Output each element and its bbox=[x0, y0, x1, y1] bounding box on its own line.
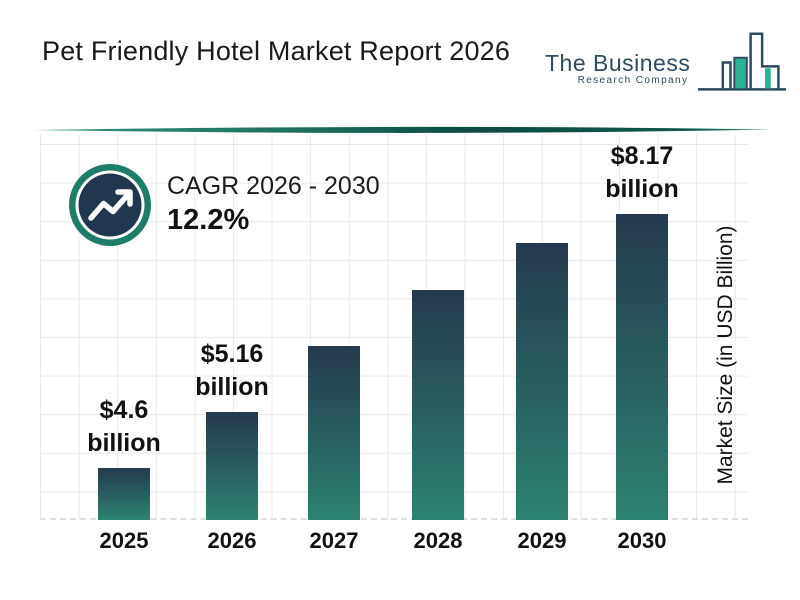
x-tick-2026: 2026 bbox=[207, 528, 257, 553]
x-tick-2027: 2027 bbox=[309, 528, 359, 553]
cagr-value: 12.2% bbox=[167, 204, 250, 236]
logo-bar-chart-icon bbox=[698, 32, 787, 91]
bar-2030 bbox=[616, 214, 668, 520]
x-tick-2025: 2025 bbox=[99, 528, 149, 553]
company-logo: The Business Research Company bbox=[545, 28, 790, 97]
logo-text: The Business Research Company bbox=[545, 51, 690, 87]
logo-company-subtitle: Research Company bbox=[577, 75, 689, 86]
header-divider bbox=[34, 126, 771, 133]
cagr-text: CAGR 2026 - 2030 12.2% bbox=[167, 171, 380, 237]
bar-2027 bbox=[308, 346, 360, 520]
cagr-label: CAGR 2026 - 2030 bbox=[167, 172, 380, 200]
value-label-2030: $8.17 billion bbox=[605, 142, 679, 203]
bar-2029 bbox=[516, 243, 568, 520]
bar-2026 bbox=[206, 412, 258, 520]
bar-2028 bbox=[412, 290, 464, 520]
bar-2025 bbox=[98, 468, 150, 520]
page-title: Pet Friendly Hotel Market Report 2026 bbox=[42, 36, 511, 66]
logo-company-name: The Business bbox=[545, 50, 691, 76]
x-axis-line bbox=[40, 518, 748, 520]
trend-up-icon bbox=[69, 164, 151, 246]
x-tick-2029: 2029 bbox=[517, 528, 567, 553]
y-axis-label: Market Size (in USD Billion) bbox=[714, 225, 737, 485]
value-label-2026: $5.16 billion bbox=[195, 340, 269, 401]
x-tick-2028: 2028 bbox=[413, 528, 463, 553]
cagr-callout: CAGR 2026 - 2030 12.2% bbox=[68, 163, 380, 247]
value-label-2025: $4.6 billion bbox=[87, 396, 161, 457]
x-tick-2030: 2030 bbox=[617, 528, 667, 553]
